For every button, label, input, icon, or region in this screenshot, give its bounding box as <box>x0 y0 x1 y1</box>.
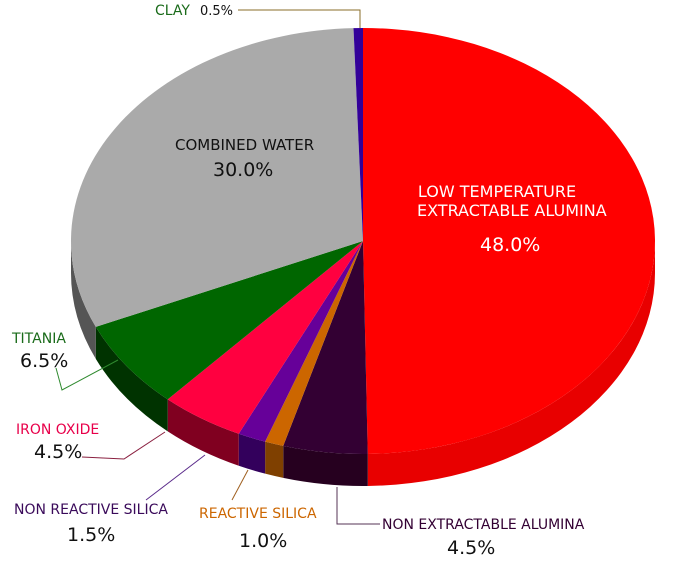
leader-line-reactive-silica <box>231 469 249 501</box>
pct-titania: 6.5% <box>20 350 69 372</box>
slice-side-non-extractable-alumina <box>283 445 368 486</box>
slice-side-titania <box>95 326 168 432</box>
label-text: LOW TEMPERATURE <box>417 182 577 201</box>
slice-reactive-silica <box>265 241 363 446</box>
leader-line-clay <box>238 9 361 28</box>
slice-combined-water <box>70 28 363 327</box>
label-iron-oxide: IRON OXIDE <box>16 422 100 438</box>
leader-line-iron-oxide <box>81 431 166 460</box>
slice-side-low-temperature-extractable-alumina <box>367 241 655 486</box>
label-combined-water: COMBINED WATER <box>175 136 315 154</box>
leader-line-titania <box>55 359 119 391</box>
slice-low-temperature-extractable-alumina <box>363 28 655 454</box>
pct-combined-water: 30.0% <box>213 159 274 181</box>
slice-non-extractable-alumina <box>283 241 368 454</box>
slice-side-reactive-silica <box>265 441 284 478</box>
label-non-reactive-silica: NON REACTIVE SILICA <box>14 502 168 518</box>
label-clay: CLAY <box>155 3 190 19</box>
label-titania: TITANIA <box>12 331 66 347</box>
leader-line-non-extractable-alumina <box>336 487 380 525</box>
slice-clay <box>353 28 363 241</box>
slice-iron-oxide <box>167 241 363 434</box>
leader-line-non-reactive-silica <box>145 454 206 501</box>
pct-iron-oxide: 4.5% <box>34 441 83 463</box>
label-non-extractable-alumina: NON EXTRACTABLE ALUMINA <box>382 517 585 533</box>
pct-reactive-silica: 1.0% <box>239 530 288 552</box>
label-low-temp-alumina: LOW TEMPERATURE EXTRACTABLE ALUMINA <box>417 182 607 221</box>
slice-non-reactive-silica <box>238 241 363 442</box>
slice-titania <box>95 241 363 400</box>
slice-side-iron-oxide <box>167 399 239 466</box>
pct-clay: 0.5% <box>200 4 234 19</box>
pct-low-temp-alumina: 48.0% <box>480 234 541 256</box>
slice-side-non-reactive-silica <box>238 433 266 474</box>
label-text: EXTRACTABLE ALUMINA <box>417 201 607 221</box>
pct-non-extractable-alumina: 4.5% <box>447 537 496 559</box>
pct-non-reactive-silica: 1.5% <box>67 524 116 546</box>
label-reactive-silica: REACTIVE SILICA <box>199 506 317 522</box>
slice-side-combined-water <box>71 241 96 359</box>
